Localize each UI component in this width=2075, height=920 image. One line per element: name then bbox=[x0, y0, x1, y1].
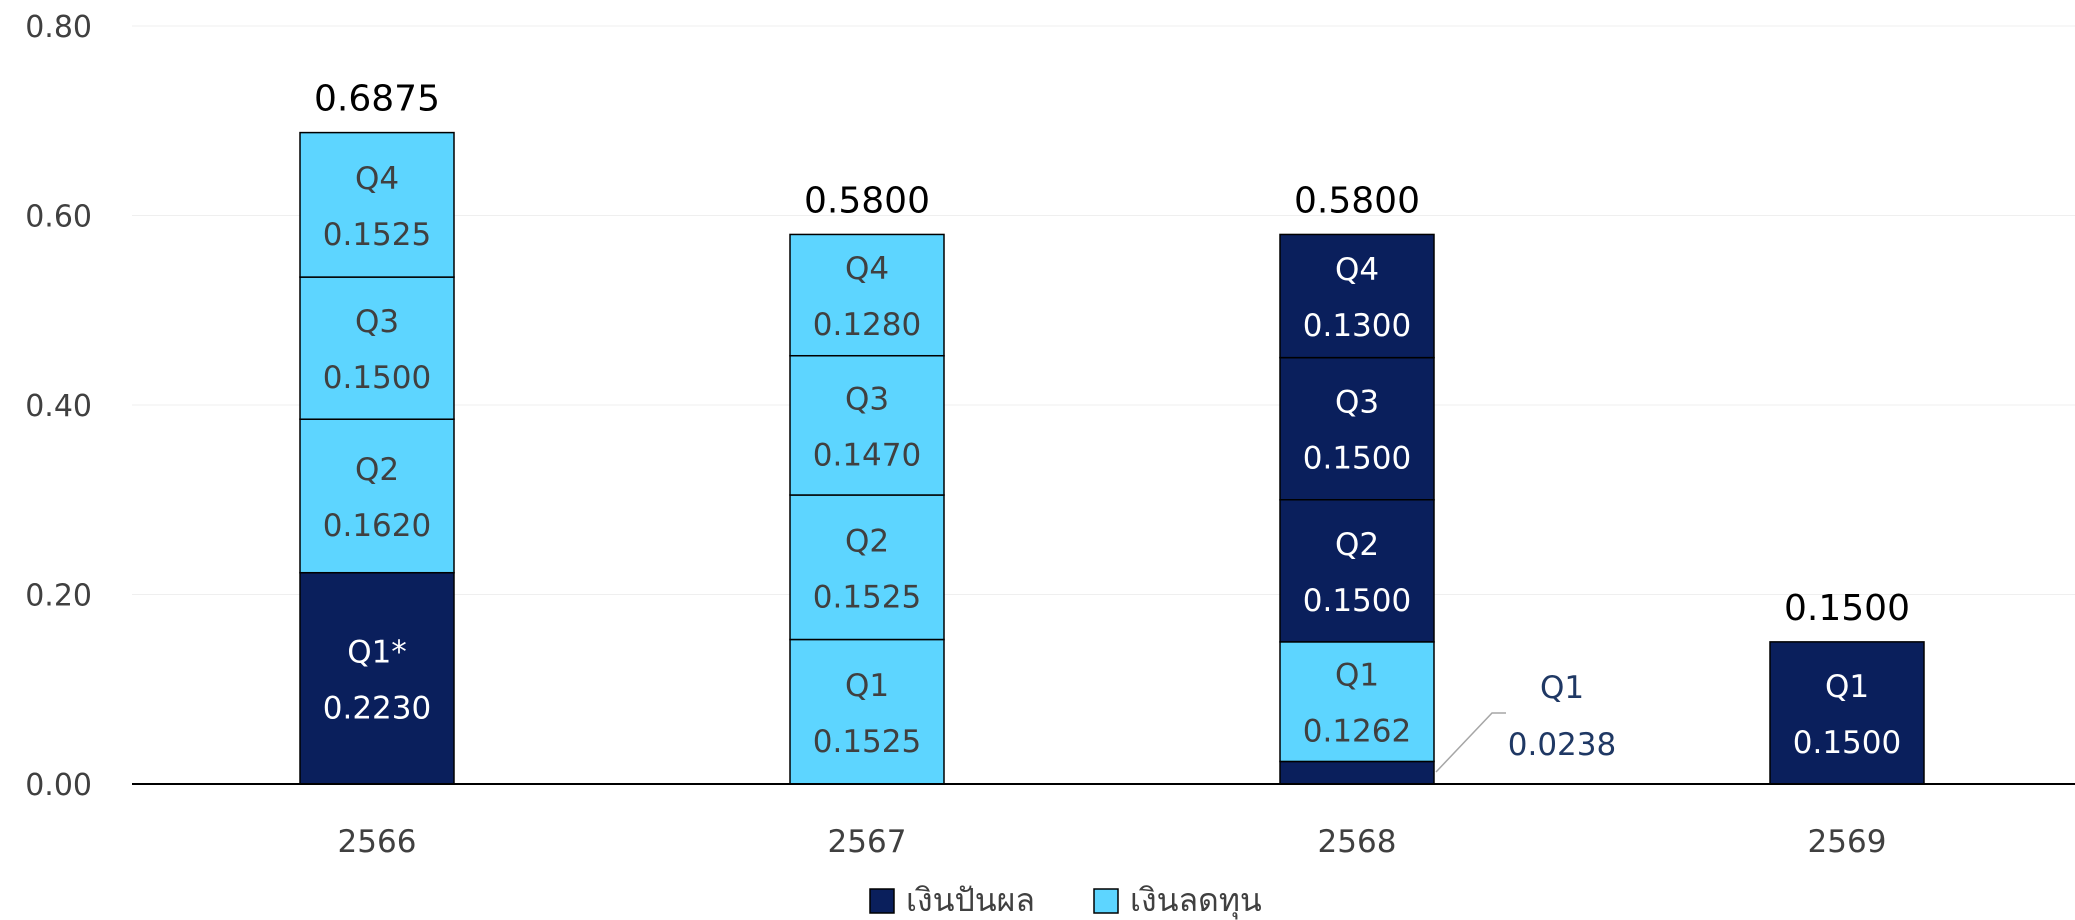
segment-value-label: 0.1470 bbox=[813, 437, 921, 473]
x-category-label: 2566 bbox=[338, 824, 417, 860]
bar-segment bbox=[1769, 641, 1925, 785]
y-tick-label: 0.80 bbox=[25, 10, 92, 45]
callout-leader-line bbox=[1435, 712, 1506, 773]
bar-total-label: 0.5800 bbox=[804, 180, 930, 221]
x-category-label: 2569 bbox=[1808, 824, 1887, 860]
legend-label: เงินลดทุน bbox=[1130, 881, 1262, 920]
segment-value-label: 0.1500 bbox=[1793, 725, 1901, 761]
segment-quarter-label: Q1* bbox=[347, 634, 407, 670]
callout-value-label: 0.0238 bbox=[1508, 727, 1616, 763]
bar-segment bbox=[299, 571, 455, 785]
segment-quarter-label: Q1 bbox=[1335, 658, 1379, 694]
bar-segment bbox=[789, 354, 945, 496]
bar-segment bbox=[1279, 233, 1435, 359]
bar-segment bbox=[299, 418, 455, 574]
bar-segment bbox=[1279, 499, 1435, 643]
segment-value-label: 0.1620 bbox=[323, 508, 431, 544]
bar-segment bbox=[299, 276, 455, 420]
y-tick-label: 0.40 bbox=[25, 389, 92, 424]
segment-quarter-label: Q1 bbox=[845, 668, 889, 704]
segment-quarter-label: Q4 bbox=[355, 161, 399, 197]
segment-quarter-label: Q2 bbox=[845, 523, 889, 559]
segment-value-label: 0.2230 bbox=[323, 690, 431, 726]
y-tick-label: 0.20 bbox=[25, 579, 92, 614]
segment-quarter-label: Q3 bbox=[1335, 385, 1379, 421]
segment-value-label: 0.1500 bbox=[323, 360, 431, 396]
segment-quarter-label: Q4 bbox=[1335, 252, 1379, 288]
x-category-label: 2568 bbox=[1318, 824, 1397, 860]
segment-value-label: 0.1525 bbox=[323, 217, 431, 253]
bar-segment bbox=[789, 233, 945, 357]
legend-swatch bbox=[869, 888, 895, 914]
segment-value-label: 0.1525 bbox=[813, 579, 921, 615]
segment-value-label: 0.1300 bbox=[1303, 308, 1411, 344]
bar-segment bbox=[1279, 760, 1435, 785]
bar-total-label: 0.1500 bbox=[1784, 588, 1910, 629]
bar-segment bbox=[1279, 356, 1435, 501]
bar-total-label: 0.5800 bbox=[1294, 180, 1420, 221]
segment-value-label: 0.1500 bbox=[1303, 441, 1411, 477]
segment-quarter-label: Q2 bbox=[355, 452, 399, 488]
segment-value-label: 0.1262 bbox=[1303, 714, 1411, 750]
bar-segment bbox=[1279, 641, 1435, 763]
bar-segment bbox=[789, 494, 945, 641]
segment-quarter-label: Q1 bbox=[1825, 669, 1869, 705]
x-category-label: 2567 bbox=[828, 824, 907, 860]
segment-quarter-label: Q3 bbox=[355, 304, 399, 340]
bar-segment bbox=[299, 131, 455, 278]
segment-value-label: 0.1525 bbox=[813, 724, 921, 760]
segment-quarter-label: Q3 bbox=[845, 381, 889, 417]
bar-segment bbox=[789, 638, 945, 785]
bar-total-label: 0.6875 bbox=[314, 79, 440, 120]
segment-value-label: 0.1500 bbox=[1303, 583, 1411, 619]
segment-quarter-label: Q2 bbox=[1335, 527, 1379, 563]
y-tick-label: 0.00 bbox=[25, 768, 92, 803]
segment-quarter-label: Q4 bbox=[845, 251, 889, 287]
y-tick-label: 0.60 bbox=[25, 200, 92, 235]
legend-label: เงินปันผล bbox=[906, 881, 1035, 919]
segment-value-label: 0.1280 bbox=[813, 307, 921, 343]
callout-quarter-label: Q1 bbox=[1540, 670, 1584, 706]
legend-swatch bbox=[1093, 888, 1119, 914]
